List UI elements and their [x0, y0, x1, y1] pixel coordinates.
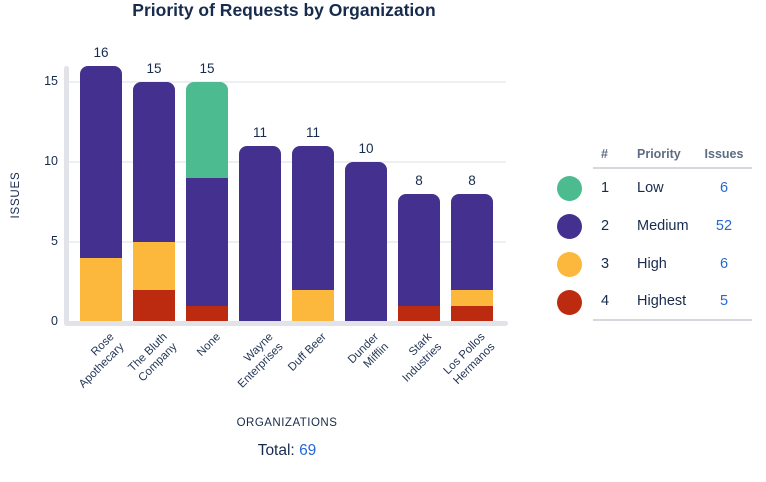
legend-issues-count[interactable]: 6: [708, 169, 752, 207]
legend-issues-count[interactable]: 6: [708, 245, 752, 283]
total-line: Total: 69: [68, 442, 506, 460]
y-tick-label: 5: [51, 234, 58, 248]
bar-segment-highest[interactable]: [186, 306, 228, 322]
bar-total-label: 10: [358, 141, 374, 156]
bar-segment-highest[interactable]: [451, 306, 493, 322]
bar-segment-medium[interactable]: [186, 178, 228, 306]
x-tick-label: Los Pollos Hermanos: [441, 331, 498, 387]
bar-segment-high[interactable]: [80, 258, 122, 322]
bar-segment-highest[interactable]: [133, 290, 175, 322]
total-value[interactable]: 69: [299, 442, 317, 459]
legend-issues-link[interactable]: 6: [719, 256, 729, 272]
y-tick-label: 0: [51, 314, 58, 328]
x-tick-label: Rose Apothecary: [76, 331, 127, 391]
legend-issues-count[interactable]: 5: [708, 283, 752, 321]
gridline: [68, 161, 506, 163]
legend-table: # Priority Issues 1 Low 6 2 Medium 52 3 High 6 4 H…: [557, 141, 752, 321]
x-tick-label: None: [194, 331, 223, 359]
legend-issues-count[interactable]: 52: [708, 207, 752, 245]
legend-swatch-highest: [557, 289, 582, 315]
legend-header-priority: Priority: [633, 141, 708, 169]
chart-title: Priority of Requests by Organization: [132, 0, 436, 20]
y-axis-title: ISSUES: [10, 171, 22, 219]
y-axis-line: [64, 66, 69, 325]
bar-segment-medium[interactable]: [292, 146, 334, 290]
x-tick-label: The Bluth Company: [126, 331, 180, 384]
legend-header-issues: Issues: [705, 141, 752, 169]
x-axis-line: [64, 320, 508, 326]
legend-row-low: [557, 169, 593, 207]
legend-row-medium: [557, 207, 593, 245]
bar-segment-high[interactable]: [451, 290, 493, 306]
legend-issues-link[interactable]: 5: [719, 293, 729, 309]
x-tick-label: Duff Beer: [285, 331, 329, 374]
legend-priority-number: 2: [601, 218, 610, 234]
legend-issues-link[interactable]: 6: [719, 180, 729, 196]
legend-row-highest: [557, 283, 593, 321]
legend-header-spacer: [557, 141, 593, 169]
bar-total-label: 16: [93, 45, 109, 60]
legend-priority-number: 3: [601, 256, 610, 272]
bar-total-label: 8: [415, 173, 423, 188]
bar-total-label: 11: [305, 125, 320, 140]
legend-priority-label: Highest: [633, 283, 708, 321]
bar-segment-high[interactable]: [133, 242, 175, 290]
legend-priority-label: High: [637, 256, 667, 272]
legend-row-high: [557, 245, 593, 283]
bar-segment-medium[interactable]: [239, 146, 281, 322]
bar-segment-medium[interactable]: [80, 66, 122, 258]
bar-total-label: 8: [468, 173, 476, 188]
total-label: Total:: [257, 442, 295, 459]
gridline: [68, 81, 506, 83]
legend-swatch-low: [557, 175, 582, 201]
bar-segment-highest[interactable]: [398, 306, 440, 322]
legend-priority-number: 4: [593, 283, 633, 321]
bar-total-label: 15: [146, 61, 162, 76]
y-tick-label: 15: [44, 74, 58, 88]
gridline: [68, 241, 506, 243]
x-tick-label: Dunder Mifflin: [346, 331, 392, 371]
bar-segment-high[interactable]: [292, 290, 334, 322]
legend-priority-label: Low: [637, 180, 664, 196]
x-tick-label: Stark Industries: [400, 331, 445, 385]
y-tick-label: 10: [44, 154, 58, 168]
legend-header-num: #: [593, 141, 633, 169]
bar-segment-medium[interactable]: [345, 162, 387, 322]
legend-swatch-medium: [557, 213, 582, 239]
x-tick-label: Wayne Enterprises: [235, 331, 286, 391]
legend-issues-link[interactable]: 52: [715, 218, 733, 234]
bar-segment-medium[interactable]: [133, 82, 175, 242]
legend-priority-label: Medium: [637, 218, 689, 234]
bar-total-label: 15: [199, 61, 215, 76]
legend-priority-number: 1: [601, 180, 610, 196]
bar-total-label: 11: [252, 125, 267, 140]
legend-swatch-high: [557, 251, 582, 277]
x-axis-title: ORGANIZATIONS: [236, 417, 338, 429]
bar-segment-medium[interactable]: [451, 194, 493, 290]
bar-segment-medium[interactable]: [398, 194, 440, 306]
bar-segment-low[interactable]: [186, 82, 228, 178]
